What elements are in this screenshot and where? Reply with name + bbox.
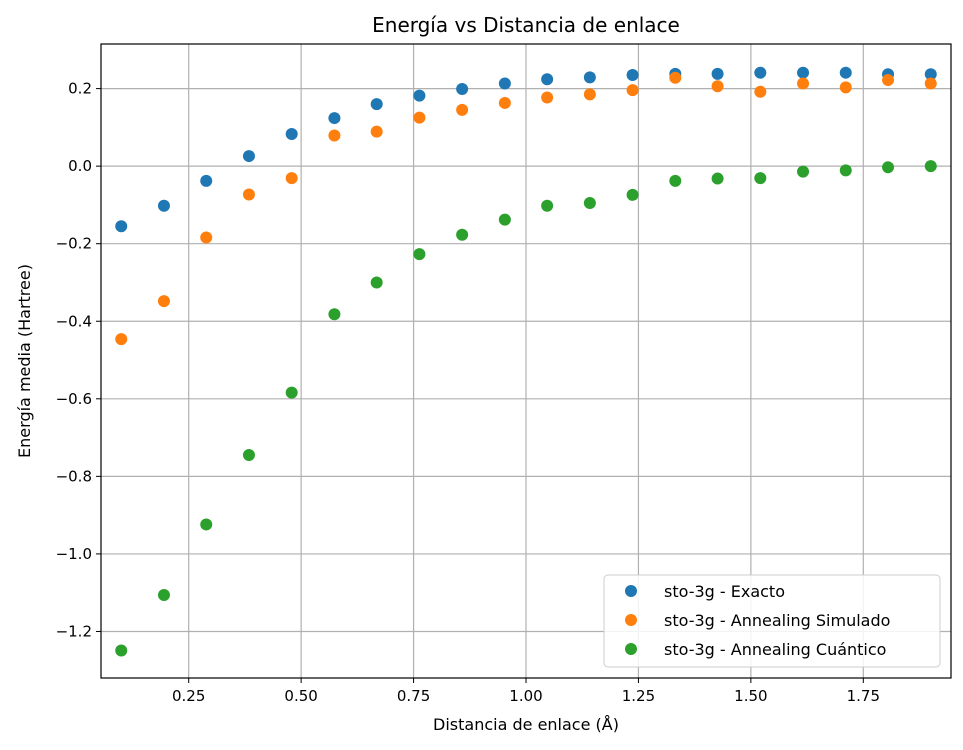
data-point [498, 96, 511, 109]
data-point [541, 91, 554, 104]
data-point [413, 111, 426, 124]
data-point [200, 518, 213, 531]
data-point [115, 333, 128, 346]
data-points [115, 66, 937, 657]
y-tick-label: 0.2 [68, 80, 92, 98]
data-point [711, 67, 724, 80]
y-tick-label: −1.2 [56, 622, 92, 640]
x-tick-label: 1.25 [622, 687, 655, 705]
data-point [200, 174, 213, 187]
data-point [669, 71, 682, 84]
data-point [924, 77, 937, 90]
data-point [924, 160, 937, 173]
chart-title: Energía vs Distancia de enlace [372, 13, 680, 37]
data-point [157, 199, 170, 212]
data-point [839, 81, 852, 94]
x-axis-title: Distancia de enlace (Å) [433, 715, 619, 734]
data-point [797, 165, 810, 178]
data-point [754, 172, 767, 185]
legend-label: sto-3g - Annealing Cuántico [664, 640, 886, 659]
data-point [413, 89, 426, 102]
y-tick-label: −1.0 [56, 545, 92, 563]
data-point [242, 449, 255, 462]
data-point [242, 150, 255, 163]
data-point [626, 69, 639, 82]
data-point [583, 88, 596, 101]
x-tick-label: 0.50 [284, 687, 317, 705]
data-point [456, 228, 469, 241]
data-point [200, 231, 213, 244]
data-point [413, 248, 426, 261]
data-point [456, 103, 469, 116]
y-tick-label: −0.8 [56, 467, 92, 485]
y-tick-label: −0.6 [56, 390, 92, 408]
series-1 [115, 71, 937, 346]
x-tick-label: 1.50 [734, 687, 767, 705]
data-point [669, 174, 682, 187]
data-point [285, 386, 298, 399]
data-point [754, 85, 767, 98]
data-point [498, 213, 511, 226]
data-point [370, 276, 383, 289]
x-axis: 0.25 0.50 0.75 1.00 1.25 1.50 1.75 [172, 678, 880, 705]
data-point [711, 172, 724, 185]
data-point [370, 125, 383, 138]
data-point [285, 127, 298, 140]
x-tick-label: 1.75 [847, 687, 880, 705]
data-point [797, 66, 810, 79]
data-point [626, 84, 639, 97]
data-point [370, 98, 383, 111]
y-axis-title: Energía media (Hartree) [15, 264, 34, 458]
legend-label: sto-3g - Exacto [664, 582, 785, 601]
y-tick-label: −0.2 [56, 235, 92, 253]
data-point [583, 71, 596, 84]
data-point [242, 188, 255, 201]
legend-marker [625, 614, 637, 626]
data-point [626, 188, 639, 201]
x-tick-label: 0.75 [397, 687, 430, 705]
data-point [328, 129, 341, 142]
legend-marker [625, 643, 637, 655]
data-point [797, 77, 810, 90]
data-point [882, 161, 895, 174]
data-point [157, 589, 170, 602]
data-point [328, 112, 341, 125]
data-point [882, 74, 895, 87]
y-axis: −1.2 −1.0 −0.8 −0.6 −0.4 −0.2 0.0 0.2 [56, 80, 101, 640]
data-point [498, 77, 511, 90]
data-point [115, 220, 128, 233]
data-point [541, 199, 554, 212]
legend-marker [625, 585, 637, 597]
legend-label: sto-3g - Annealing Simulado [664, 611, 890, 630]
legend-box [603, 574, 941, 668]
y-tick-label: −0.4 [56, 312, 92, 330]
data-point [456, 82, 469, 95]
data-point [711, 80, 724, 93]
series-2 [115, 160, 937, 657]
data-point [157, 295, 170, 308]
data-point [285, 172, 298, 185]
x-tick-label: 1.00 [509, 687, 542, 705]
y-tick-label: 0.0 [68, 157, 92, 175]
data-point [754, 66, 767, 79]
data-point [541, 73, 554, 86]
x-tick-label: 0.25 [172, 687, 205, 705]
data-point [839, 164, 852, 177]
grid [101, 44, 951, 678]
data-point [583, 196, 596, 209]
data-point [924, 68, 937, 81]
data-point [328, 308, 341, 321]
legend: sto-3g - Exacto sto-3g - Annealing Simula… [603, 574, 941, 668]
data-point [839, 66, 852, 79]
data-point [115, 644, 128, 657]
